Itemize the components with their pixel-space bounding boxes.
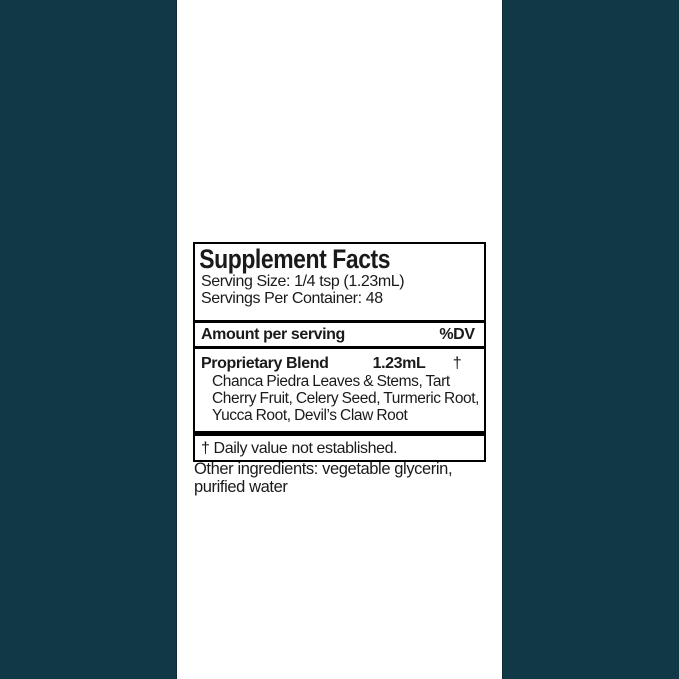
serving-info-block: Serving Size: 1/4 tsp (1.23mL) Servings … xyxy=(195,273,484,320)
supplement-facts-panel: Supplement Facts Serving Size: 1/4 tsp (… xyxy=(193,242,486,462)
percent-dv-label: %DV xyxy=(439,326,475,343)
serving-size-text: Serving Size: 1/4 tsp (1.23mL) xyxy=(201,273,405,290)
divider-above-header xyxy=(195,320,484,323)
right-background-bar xyxy=(502,0,679,679)
blend-dv-dagger: † xyxy=(452,355,462,372)
other-ingredients-text: Other ingredients: vegetable glycerin, p… xyxy=(194,460,453,496)
proprietary-blend-section: Proprietary Blend 1.23mL † Chanca Piedra… xyxy=(195,349,484,431)
servings-per-container-text: Servings Per Container: 48 xyxy=(201,290,383,307)
panel-title: Supplement Facts xyxy=(199,244,391,274)
proprietary-blend-row: Proprietary Blend 1.23mL † xyxy=(195,349,484,373)
blend-ingredients-text: Chanca Piedra Leaves & Stems, Tart Cherr… xyxy=(212,373,480,424)
blend-name: Proprietary Blend xyxy=(201,355,329,372)
blend-amount: 1.23mL xyxy=(372,355,426,372)
amount-per-serving-label: Amount per serving xyxy=(201,326,345,343)
amount-header-row: Amount per serving %DV xyxy=(195,323,484,346)
divider-above-footnote xyxy=(195,431,484,436)
divider-below-header xyxy=(195,346,484,349)
left-background-bar xyxy=(0,0,177,679)
daily-value-footnote: † Daily value not established. xyxy=(201,440,398,457)
